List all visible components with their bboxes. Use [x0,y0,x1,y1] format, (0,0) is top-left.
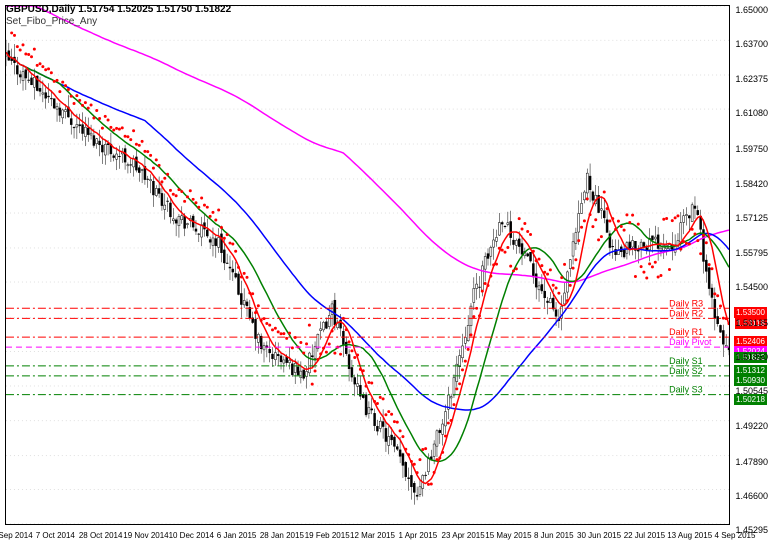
x-tick-label: 8 Jun 2015 [534,531,574,540]
y-tick-label: 1.51850 [735,352,768,362]
y-tick-label: 1.54500 [735,282,768,292]
x-tick-label: 10 Dec 2014 [169,531,214,540]
x-tick-label: 19 Nov 2014 [123,531,168,540]
y-tick-label: 1.59750 [735,144,768,154]
pivot-label: Daily R2 [669,308,703,318]
y-tick-label: 1.53135 [735,318,768,328]
y-tick-label: 1.47890 [735,457,768,467]
pivot-label: Daily S1 [669,356,702,366]
x-tick-label: 1 Apr 2015 [398,531,437,540]
pivot-label: Daily R1 [669,327,703,337]
y-tick-label: 1.57125 [735,213,768,223]
plot-area[interactable]: Daily R3Daily R2 Daily R1Daily Pivot Daily… [5,5,730,525]
pivot-label: Daily S3 [669,385,702,395]
x-tick-label: 30 Jun 2015 [577,531,621,540]
x-tick-label: 13 Aug 2015 [667,531,712,540]
x-tick-label: 23 Apr 2015 [442,531,485,540]
chart-title: GBPUSD,Daily 1.51754 1.52025 1.51750 1.5… [6,4,231,15]
x-tick-label: 28 Oct 2014 [79,531,123,540]
y-tick-label: 1.61080 [735,108,768,118]
y-tick-label: 1.65000 [735,5,768,15]
pivot-label: Daily S2 [669,366,702,376]
y-tick-label: 1.58420 [735,179,768,189]
y-axis: 1.65000 1.63700 1.62375 1.61080 1.59750 1.584… [730,5,770,525]
y-tick-label: 1.63700 [735,39,768,49]
x-tick-label: 12 Mar 2015 [350,531,395,540]
x-tick-label: 7 Oct 2014 [36,531,75,540]
x-tick-label: 19 Feb 2015 [305,531,350,540]
chart-subtitle: Set_Fibo_Price_Any [6,16,97,27]
x-tick-label: 4 Sep 2015 [715,531,756,540]
x-axis: 15 Sep 20147 Oct 201428 Oct 201419 Nov 2… [5,525,730,550]
y-tick-label: 1.49220 [735,421,768,431]
y-tick-label: 1.62375 [735,74,768,84]
x-tick-label: 22 Jul 2015 [624,531,665,540]
pivot-label: Daily Pivot [669,337,712,347]
pivot-label: Daily R3 [669,298,703,308]
x-tick-label: 6 Jan 2015 [217,531,257,540]
y-tick-label: 1.50545 [735,386,768,396]
price-chart-svg: Daily R3Daily R2 Daily R1Daily Pivot Daily… [6,6,729,524]
x-tick-label: 28 Jan 2015 [260,531,304,540]
x-tick-label: 15 May 2015 [485,531,531,540]
x-tick-label: 15 Sep 2014 [0,531,33,540]
y-tick-label: 1.46600 [735,491,768,501]
y-tick-label: 1.55795 [735,248,768,258]
